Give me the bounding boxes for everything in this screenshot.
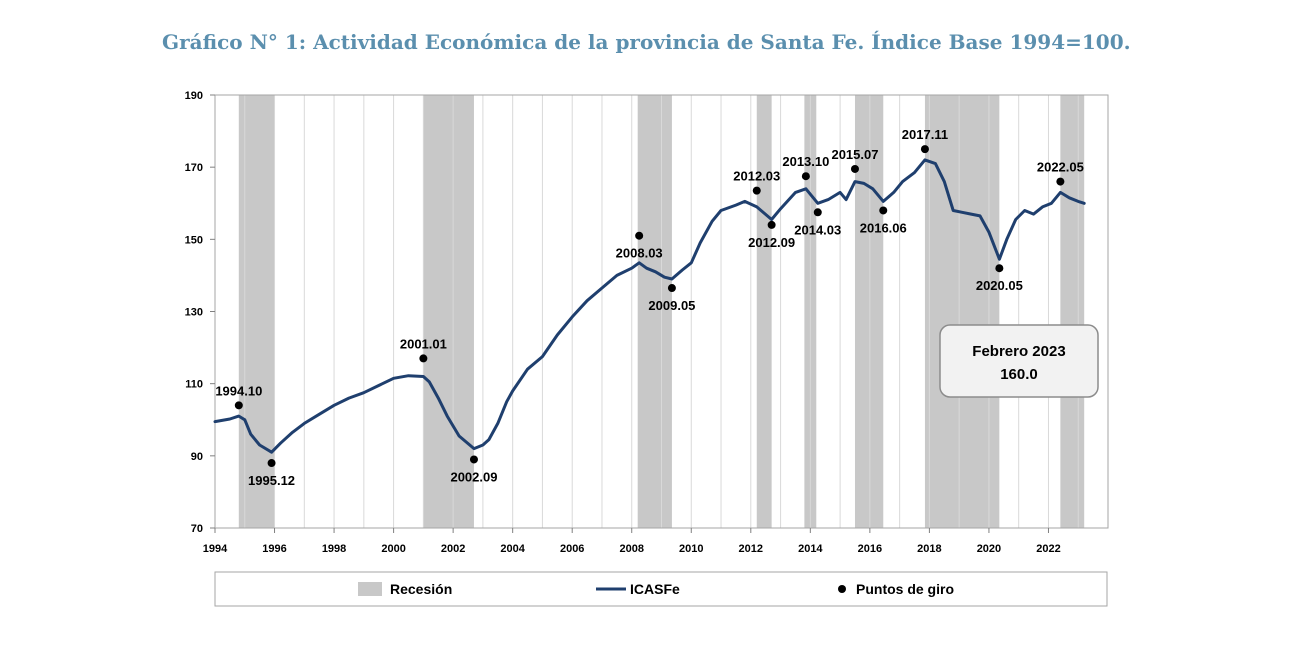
- turning-point-label: 2017.11: [902, 127, 948, 142]
- turning-point-marker: [267, 459, 276, 468]
- legend: Recesión ICASFe Puntos de giro: [214, 571, 1108, 607]
- x-tick-label: 2020: [977, 543, 1001, 555]
- turning-point-label: 2012.09: [748, 235, 795, 250]
- turning-point-marker: [879, 206, 888, 215]
- legend-points-label: Puntos de giro: [856, 581, 954, 597]
- turning-point-marker: [234, 401, 243, 410]
- turning-point-label: 2020.05: [976, 278, 1023, 293]
- turning-point-label: 2002.09: [450, 469, 497, 484]
- y-tick-label: 190: [185, 90, 203, 102]
- turning-point-marker: [635, 231, 644, 240]
- turning-point-label: 1995.12: [248, 473, 295, 488]
- recession-band: [854, 95, 884, 528]
- turning-point-marker: [850, 164, 859, 173]
- turning-point-marker: [667, 284, 676, 293]
- x-tick-label: 1994: [203, 543, 228, 555]
- recession-band: [423, 95, 474, 528]
- turning-point-label: 1994.10: [215, 383, 262, 398]
- turning-point-label: 2022.05: [1037, 160, 1084, 175]
- turning-points: 1994.10 1995.12 2001.01 2002.09 2008.03 2009.…: [215, 127, 1084, 488]
- y-tick-label: 90: [191, 451, 203, 463]
- y-tick-label: 170: [185, 162, 203, 174]
- x-tick-label: 2012: [739, 543, 763, 555]
- annotation-box: [939, 324, 1099, 398]
- x-tick-label: 2022: [1036, 543, 1060, 555]
- recession-band: [637, 95, 672, 528]
- turning-point-marker: [801, 172, 810, 181]
- turning-point-label: 2008.03: [616, 246, 663, 261]
- turning-point-label: 2014.03: [794, 222, 841, 237]
- legend-icasfe-label: ICASFe: [630, 581, 680, 597]
- x-tick-label: 2018: [917, 543, 941, 555]
- x-tick-label: 2010: [679, 543, 703, 555]
- y-tick-label: 130: [185, 307, 203, 319]
- turning-point-marker: [419, 354, 428, 363]
- legend-recession-label: Recesión: [390, 581, 452, 597]
- x-tick-label: 2016: [858, 543, 882, 555]
- recession-band: [924, 95, 1000, 528]
- x-tick-label: 2014: [798, 543, 823, 555]
- turning-point-label: 2001.01: [400, 336, 447, 351]
- icasfe-line: [213, 158, 1086, 454]
- legend-recession-swatch: [358, 582, 382, 596]
- turning-point-label: 2012.03: [733, 169, 780, 184]
- turning-point-label: 2009.05: [648, 298, 695, 313]
- chart-title: Gráfico N° 1: Actividad Económica de la …: [162, 30, 1131, 54]
- legend-points-swatch: [838, 585, 846, 593]
- turning-point-marker: [752, 186, 761, 195]
- x-tick-label: 2002: [441, 543, 465, 555]
- turning-point-marker: [995, 264, 1004, 273]
- turning-point-label: 2015.07: [831, 147, 878, 162]
- turning-point-marker: [920, 145, 929, 154]
- x-tick-label: 2000: [381, 543, 405, 555]
- turning-point-marker: [469, 455, 478, 464]
- turning-point-label: 2016.06: [860, 220, 907, 235]
- turning-point-marker: [1056, 177, 1065, 186]
- axes: 70 90 110 130 150 170 190 1994 1996 1998 2000 2002 2…: [185, 90, 1109, 555]
- x-tick-label: 1998: [322, 543, 346, 555]
- annotation-box-group: Febrero 2023 160.0: [939, 324, 1099, 398]
- recession-band: [756, 95, 772, 528]
- series-icasfe: [213, 158, 1086, 454]
- y-tick-label: 110: [185, 379, 203, 391]
- x-tick-label: 2008: [619, 543, 643, 555]
- x-tick-label: 1996: [262, 543, 286, 555]
- x-tick-label: 2006: [560, 543, 584, 555]
- x-tick-label: 2004: [500, 543, 525, 555]
- turning-point-marker: [813, 208, 822, 217]
- turning-point-label: 2013.10: [782, 154, 829, 169]
- turning-point-marker: [767, 220, 776, 229]
- y-tick-label: 70: [191, 523, 203, 535]
- annotation-box-value: 160.0: [1000, 366, 1038, 383]
- gridlines: [244, 95, 1079, 528]
- annotation-box-title: Febrero 2023: [972, 343, 1065, 360]
- y-tick-label: 150: [185, 234, 203, 246]
